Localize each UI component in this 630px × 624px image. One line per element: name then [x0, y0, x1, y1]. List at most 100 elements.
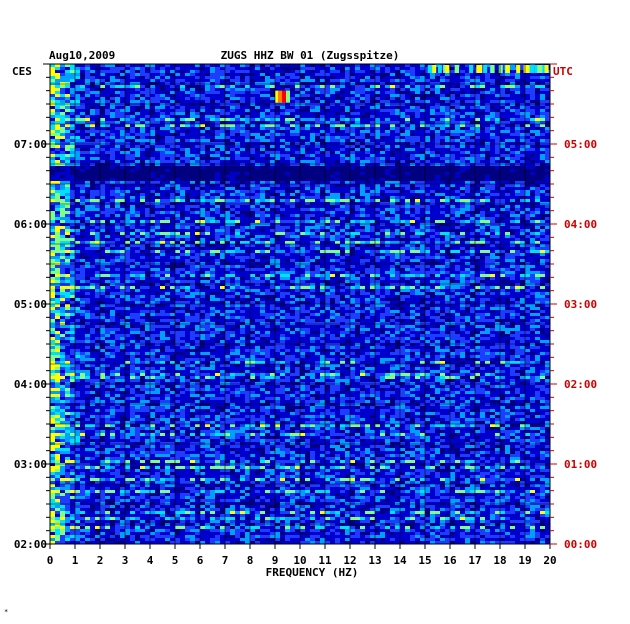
spectrogram-cell — [395, 94, 400, 97]
spectrogram-cell — [375, 133, 380, 136]
spectrogram-cell — [385, 85, 390, 88]
spectrogram-cell — [65, 214, 70, 217]
spectrogram-cell — [480, 70, 485, 73]
spectrogram-cell — [225, 205, 230, 208]
spectrogram-cell — [210, 277, 215, 280]
spectrogram-cell — [100, 139, 105, 142]
spectrogram-cell — [530, 91, 535, 94]
spectrogram-cell — [430, 229, 435, 232]
spectrogram-cell — [50, 154, 55, 157]
spectrogram-cell — [165, 118, 170, 121]
spectrogram-cell — [340, 199, 345, 202]
spectrogram-cell — [315, 172, 320, 175]
spectrogram-cell — [150, 100, 155, 103]
spectrogram-cell — [260, 154, 265, 157]
spectrogram-cell — [505, 250, 510, 253]
spectrogram-cell — [265, 94, 270, 97]
spectrogram-cell — [255, 211, 260, 214]
spectrogram-cell — [375, 175, 380, 178]
spectrogram-cell — [280, 283, 285, 286]
spectrogram-cell — [350, 232, 355, 235]
spectrogram-cell — [65, 190, 70, 193]
spectrogram-cell — [245, 190, 250, 193]
spectrogram-cell — [305, 232, 310, 235]
spectrogram-cell — [425, 130, 430, 133]
spectrogram-cell — [270, 118, 275, 121]
spectrogram-cell — [220, 199, 225, 202]
spectrogram-cell — [115, 190, 120, 193]
spectrogram-cell — [365, 175, 370, 178]
spectrogram-cell — [225, 229, 230, 232]
spectrogram-cell — [510, 166, 515, 169]
spectrogram-cell — [390, 154, 395, 157]
spectrogram-cell — [355, 88, 360, 91]
spectrogram-cell — [520, 196, 525, 199]
spectrogram-cell — [225, 220, 230, 223]
spectrogram-cell — [390, 202, 395, 205]
spectrogram-cell — [460, 160, 465, 163]
spectrogram-cell — [355, 247, 360, 250]
spectrogram-cell — [465, 100, 470, 103]
spectrogram-cell — [455, 277, 460, 280]
spectrogram-cell — [80, 259, 85, 262]
spectrogram-cell — [60, 124, 65, 127]
spectrogram-cell — [395, 169, 400, 172]
spectrogram-cell — [375, 160, 380, 163]
spectrogram-cell — [230, 109, 235, 112]
spectrogram-cell — [440, 79, 445, 82]
spectrogram-cell — [230, 67, 235, 70]
spectrogram-cell — [90, 121, 95, 124]
spectrogram-cell — [160, 94, 165, 97]
spectrogram-cell — [280, 220, 285, 223]
spectrogram-cell — [140, 256, 145, 259]
spectrogram-cell — [245, 118, 250, 121]
spectrogram-cell — [435, 64, 440, 67]
spectrogram-cell — [535, 208, 540, 211]
spectrogram-cell — [395, 277, 400, 280]
spectrogram-cell — [190, 265, 195, 268]
spectrogram-cell — [195, 145, 200, 148]
spectrogram-cell — [415, 181, 420, 184]
spectrogram-cell — [350, 220, 355, 223]
spectrogram-cell — [415, 247, 420, 250]
spectrogram-cell — [240, 211, 245, 214]
spectrogram-cell — [255, 118, 260, 121]
spectrogram-cell — [425, 79, 430, 82]
spectrogram-cell — [55, 190, 60, 193]
spectrogram-cell — [170, 73, 175, 76]
spectrogram-cell — [290, 130, 295, 133]
spectrogram-cell — [115, 295, 120, 298]
spectrogram-cell — [95, 259, 100, 262]
spectrogram-cell — [65, 226, 70, 229]
spectrogram-cell — [530, 292, 535, 295]
spectrogram-cell — [440, 109, 445, 112]
spectrogram-cell — [250, 172, 255, 175]
spectrogram-cell — [535, 124, 540, 127]
spectrogram-cell — [415, 190, 420, 193]
spectrogram-cell — [355, 208, 360, 211]
spectrogram-cell — [355, 205, 360, 208]
spectrogram-cell — [360, 100, 365, 103]
spectrogram-cell — [540, 274, 545, 277]
spectrogram-cell — [295, 70, 300, 73]
spectrogram-cell — [495, 148, 500, 151]
spectrogram-cell — [365, 115, 370, 118]
spectrogram-cell — [505, 121, 510, 124]
spectrogram-cell — [430, 163, 435, 166]
spectrogram-cell — [365, 289, 370, 292]
spectrogram-cell — [60, 187, 65, 190]
spectrogram-cell — [320, 91, 325, 94]
spectrogram-cell — [100, 163, 105, 166]
spectrogram-cell — [260, 214, 265, 217]
spectrogram-cell — [310, 283, 315, 286]
spectrogram-cell — [60, 184, 65, 187]
spectrogram-cell — [215, 169, 220, 172]
spectrogram-cell — [440, 211, 445, 214]
spectrogram-cell — [395, 265, 400, 268]
spectrogram-cell — [275, 184, 280, 187]
spectrogram-cell — [475, 112, 480, 115]
spectrogram-cell — [480, 94, 485, 97]
spectrogram-cell — [370, 154, 375, 157]
spectrogram-cell — [330, 298, 335, 301]
spectrogram-cell — [440, 76, 445, 79]
